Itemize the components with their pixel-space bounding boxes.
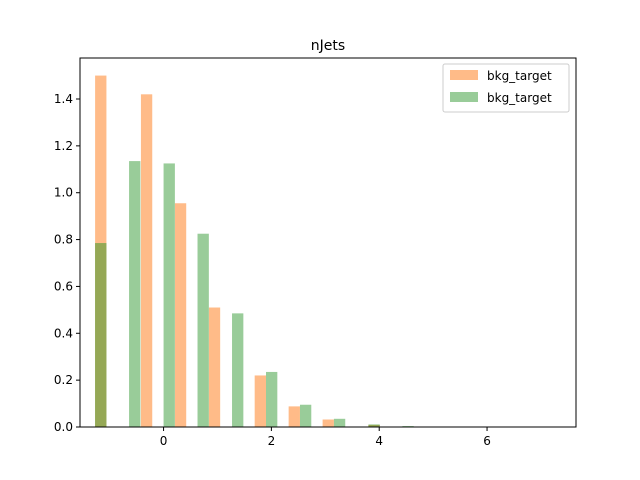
bar-series-1-bin-5 [266, 371, 278, 427]
legend-label-0: bkg_target [487, 69, 552, 83]
x-tick-label-1: 2 [268, 434, 276, 448]
x-tick-label-2: 4 [375, 434, 383, 448]
bar-series-1-bin-6 [299, 404, 312, 427]
y-tick-label-4: 0.8 [54, 233, 73, 247]
bar-series-0-bin-3 [208, 307, 221, 427]
bar-series-0-bin-2 [174, 203, 187, 427]
x-tick-label-0: 0 [160, 434, 168, 448]
bar-series-1-bin-1 [129, 161, 141, 427]
y-axis: 0.0 0.2 0.4 0.6 0.8 1.0 1.2 1.4 [54, 92, 80, 434]
bar-overlap-0 [95, 243, 107, 427]
legend-label-1: bkg_target [487, 91, 552, 105]
y-tick-label-1: 0.2 [54, 373, 73, 387]
bar-series-0-bin-1 [140, 94, 153, 427]
bar-series-1-bin-7 [333, 418, 346, 427]
chart-title: nJets [311, 38, 345, 54]
x-axis: 0 2 4 6 [160, 427, 491, 448]
bar-series-0-bin-5 [288, 406, 300, 427]
bar-series-1-bin-3 [197, 233, 209, 427]
x-tick-label-3: 6 [483, 434, 491, 448]
bar-series-0-bin-6 [322, 419, 334, 427]
y-tick-label-7: 1.4 [54, 92, 73, 106]
y-tick-label-3: 0.6 [54, 279, 73, 293]
y-tick-label-0: 0.0 [54, 420, 73, 434]
bar-overlap-7 [368, 424, 380, 427]
plot-frame [79, 57, 577, 428]
bar-series-1-bin-2 [163, 163, 175, 427]
bar-series-1-bin-4 [232, 313, 244, 427]
y-tick-label-6: 1.2 [54, 139, 73, 153]
y-tick-label-2: 0.4 [54, 326, 73, 340]
legend-swatch-1 [450, 92, 478, 102]
bar-series-0-bin-4 [254, 375, 266, 427]
legend-swatch-0 [450, 70, 478, 80]
y-tick-label-5: 1.0 [54, 186, 73, 200]
legend: bkg_target bkg_target [442, 63, 570, 113]
